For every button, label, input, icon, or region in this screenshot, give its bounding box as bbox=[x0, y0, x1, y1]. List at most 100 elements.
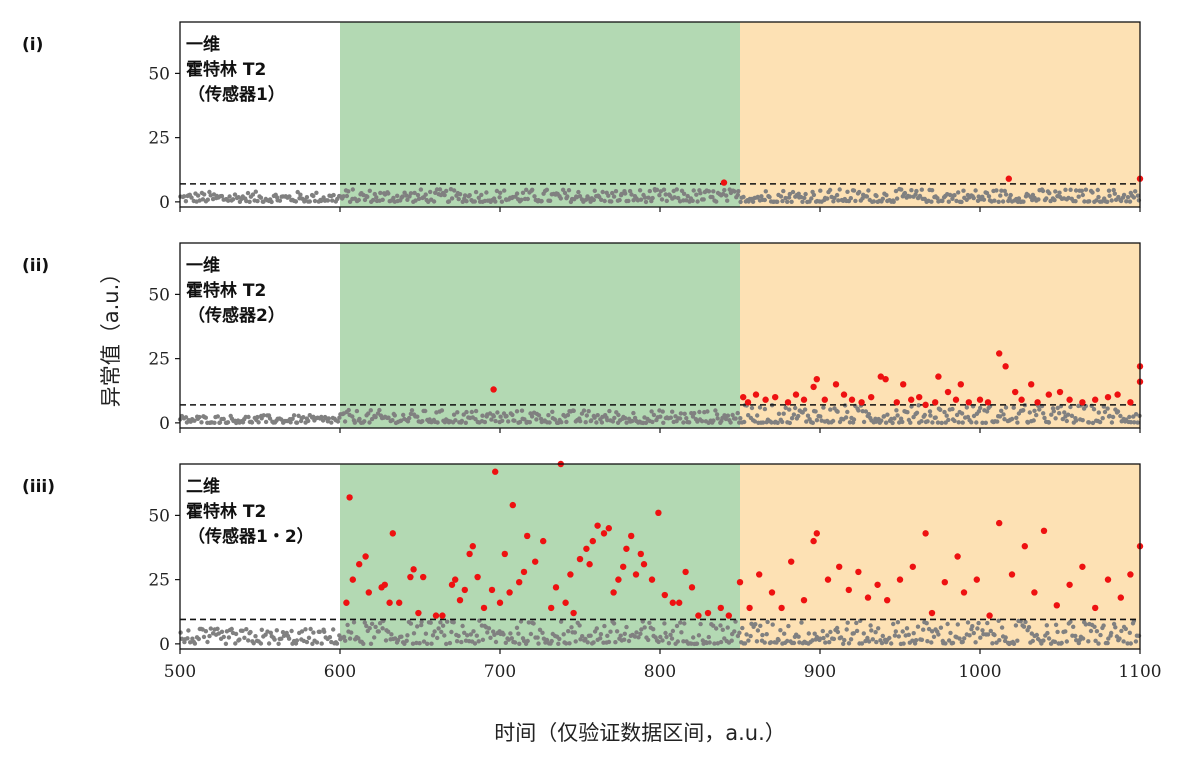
anomaly-point bbox=[452, 576, 459, 583]
normal-point bbox=[1096, 194, 1101, 200]
normal-point bbox=[442, 192, 447, 198]
normal-point bbox=[195, 193, 201, 198]
anomaly-point bbox=[893, 399, 900, 406]
normal-point bbox=[760, 420, 766, 425]
normal-point bbox=[638, 197, 644, 202]
normal-point bbox=[806, 631, 811, 636]
normal-point bbox=[1091, 407, 1097, 412]
normal-point bbox=[277, 198, 283, 203]
anomaly-point bbox=[407, 573, 414, 581]
normal-point bbox=[203, 629, 209, 634]
normal-point bbox=[823, 640, 828, 645]
normal-point bbox=[349, 630, 354, 635]
normal-point bbox=[632, 634, 638, 639]
normal-point bbox=[472, 199, 477, 204]
anomaly-point bbox=[952, 396, 960, 403]
normal-point bbox=[372, 635, 377, 640]
normal-point bbox=[498, 414, 503, 419]
normal-point bbox=[561, 632, 566, 637]
normal-point bbox=[399, 634, 404, 639]
normal-point bbox=[320, 418, 326, 423]
normal-point bbox=[831, 199, 836, 204]
normal-point bbox=[473, 189, 479, 195]
normal-point bbox=[401, 412, 406, 418]
normal-point bbox=[408, 191, 414, 196]
normal-point bbox=[418, 187, 424, 192]
normal-point bbox=[740, 625, 745, 631]
anomaly-point bbox=[813, 375, 820, 383]
normal-point bbox=[376, 629, 381, 634]
normal-point bbox=[1003, 405, 1009, 410]
normal-point bbox=[337, 415, 342, 420]
normal-point bbox=[1111, 187, 1116, 193]
normal-point bbox=[1042, 415, 1047, 421]
normal-point bbox=[215, 626, 220, 631]
normal-point bbox=[362, 197, 368, 203]
region-2 bbox=[740, 243, 1140, 428]
normal-point bbox=[643, 420, 649, 425]
normal-point bbox=[261, 413, 266, 418]
normal-point bbox=[279, 417, 284, 422]
normal-point bbox=[410, 641, 416, 646]
normal-point bbox=[1110, 414, 1116, 420]
normal-point bbox=[1118, 413, 1123, 419]
normal-point bbox=[1069, 413, 1075, 418]
normal-point bbox=[1021, 624, 1027, 629]
normal-point bbox=[527, 420, 532, 425]
normal-point bbox=[617, 197, 622, 203]
anomaly-point bbox=[1104, 576, 1112, 583]
normal-point bbox=[959, 411, 965, 416]
anomaly-points bbox=[343, 460, 1144, 619]
normal-points bbox=[178, 186, 1142, 205]
normal-point bbox=[638, 631, 643, 636]
normal-point bbox=[591, 197, 596, 203]
normal-point bbox=[246, 638, 251, 643]
anomaly-point bbox=[623, 545, 630, 552]
normal-point bbox=[738, 416, 743, 421]
normal-point bbox=[1001, 412, 1006, 417]
normal-point bbox=[457, 192, 463, 197]
anomaly-point bbox=[637, 550, 644, 558]
anomaly-point bbox=[474, 573, 481, 581]
normal-point bbox=[737, 630, 742, 635]
normal-point bbox=[1064, 639, 1070, 644]
normal-point bbox=[518, 619, 524, 624]
normal-point bbox=[803, 191, 808, 197]
normal-point bbox=[929, 188, 935, 193]
anomaly-point bbox=[586, 561, 593, 568]
anomaly-point bbox=[965, 399, 972, 406]
normal-point bbox=[279, 636, 284, 641]
normal-point bbox=[509, 636, 514, 641]
anomaly-point bbox=[480, 604, 488, 612]
normal-point bbox=[266, 641, 272, 646]
normal-point bbox=[409, 408, 415, 413]
normal-point bbox=[950, 406, 955, 412]
normal-point bbox=[189, 195, 194, 200]
normal-point bbox=[894, 196, 900, 201]
normal-point bbox=[1086, 639, 1091, 644]
anomaly-point bbox=[704, 609, 712, 617]
normal-point bbox=[876, 626, 881, 631]
normal-point bbox=[557, 636, 562, 642]
normal-point bbox=[874, 193, 879, 199]
normal-point bbox=[790, 189, 796, 195]
normal-point bbox=[390, 418, 395, 423]
normal-point bbox=[197, 414, 202, 420]
normal-point bbox=[929, 640, 934, 645]
normal-point bbox=[800, 410, 805, 415]
normal-point bbox=[525, 638, 530, 644]
normal-point bbox=[464, 409, 469, 415]
normal-point bbox=[789, 416, 795, 421]
normal-point bbox=[327, 635, 333, 640]
normal-point bbox=[622, 631, 627, 636]
normal-point bbox=[847, 420, 853, 425]
normal-point bbox=[463, 420, 468, 425]
normal-point bbox=[1068, 619, 1073, 624]
normal-point bbox=[660, 409, 665, 414]
anomaly-point bbox=[1092, 396, 1099, 403]
anomaly-point bbox=[855, 568, 862, 576]
anomaly-point bbox=[1079, 563, 1086, 570]
normal-point bbox=[181, 194, 187, 199]
normal-point bbox=[606, 193, 611, 198]
normal-point bbox=[1118, 198, 1124, 204]
